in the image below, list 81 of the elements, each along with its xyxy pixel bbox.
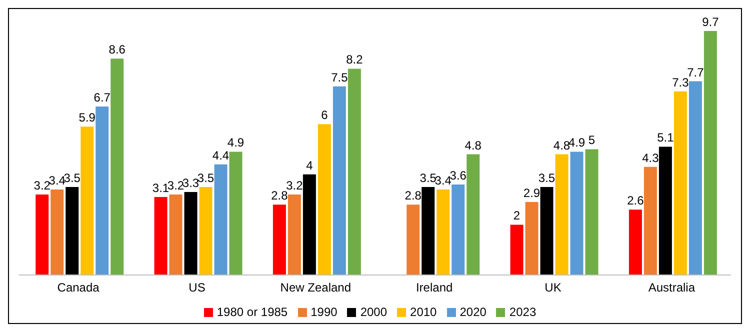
data-label: 3.6 (450, 168, 467, 182)
data-label: 3.2 (286, 178, 304, 193)
bar (80, 126, 94, 275)
data-label: 4.9 (568, 136, 586, 150)
data-label: 3.4 (48, 173, 66, 188)
data-label: 7.5 (331, 70, 348, 84)
data-label: 8.6 (108, 42, 126, 57)
legend-label: 2000 (360, 305, 388, 319)
data-label: 2.8 (404, 188, 422, 203)
bar (288, 194, 301, 275)
bar (555, 154, 568, 275)
x-tick-label: Canada (57, 280, 100, 295)
data-label: 2.6 (627, 194, 644, 208)
data-label: 7.7 (687, 65, 704, 80)
data-label: 6 (321, 108, 328, 122)
legend-label: 2010 (410, 305, 437, 319)
data-label: 9.7 (702, 15, 720, 29)
bar (658, 146, 672, 275)
data-label: 2.8 (271, 188, 288, 203)
bar (50, 189, 64, 275)
x-tick-label: Ireland (416, 280, 453, 295)
legend-label: 2020 (460, 305, 486, 319)
data-label: 5.1 (657, 130, 674, 145)
data-label: 4.9 (227, 136, 244, 150)
bar (229, 152, 242, 275)
bar (169, 194, 182, 275)
bar (66, 186, 79, 275)
bar (184, 192, 198, 275)
data-label: 5.9 (78, 110, 96, 125)
legend-label: 2023 (509, 305, 536, 319)
bar (628, 210, 642, 275)
data-label: 4.8 (464, 138, 482, 152)
bar (302, 174, 316, 275)
x-tick-label: Australia (648, 280, 696, 295)
data-label: 2.9 (523, 186, 540, 200)
legend-label: 1990 (310, 305, 338, 319)
bar (525, 202, 538, 275)
data-label: 4.8 (553, 138, 570, 152)
bar (96, 106, 109, 275)
bar (688, 81, 702, 275)
bar (570, 152, 584, 275)
legend-label: 1980 or 1985 (216, 305, 288, 319)
bar (199, 186, 212, 275)
bar (348, 68, 361, 275)
bar (704, 31, 717, 275)
bar (540, 186, 554, 275)
data-label: 6.7 (94, 90, 111, 104)
bar (674, 91, 687, 275)
data-label: 3.2 (34, 178, 51, 193)
data-label: 2 (513, 208, 520, 223)
bar (36, 194, 49, 275)
data-label: 3.4 (434, 173, 452, 188)
data-label: 3.5 (64, 170, 81, 185)
bar (436, 189, 450, 275)
data-label: 5 (588, 133, 596, 148)
bar (110, 58, 124, 275)
data-label: 4.3 (642, 150, 660, 165)
bar (318, 124, 331, 275)
bar (466, 154, 480, 275)
data-label: 8.2 (346, 52, 364, 67)
bar (272, 204, 286, 275)
bar (585, 149, 598, 275)
bar (510, 224, 524, 275)
bar (332, 86, 346, 275)
bar (154, 197, 168, 275)
bar (214, 164, 228, 275)
data-label: 4 (306, 158, 314, 172)
data-label: 3.2 (167, 178, 184, 193)
data-label: 4.4 (212, 148, 230, 162)
data-label: 3.3 (182, 176, 200, 190)
bar (452, 184, 465, 275)
data-label: 7.3 (672, 75, 690, 90)
x-tick-label: US (188, 280, 206, 295)
data-label: 3.5 (538, 170, 556, 185)
x-tick-label: New Zealand (280, 280, 352, 295)
x-tick-label: UK (544, 280, 562, 295)
bar (644, 166, 657, 275)
bar (406, 204, 420, 275)
data-label: 3.5 (197, 170, 214, 185)
bar (422, 186, 435, 275)
data-label: 3.1 (152, 181, 170, 196)
